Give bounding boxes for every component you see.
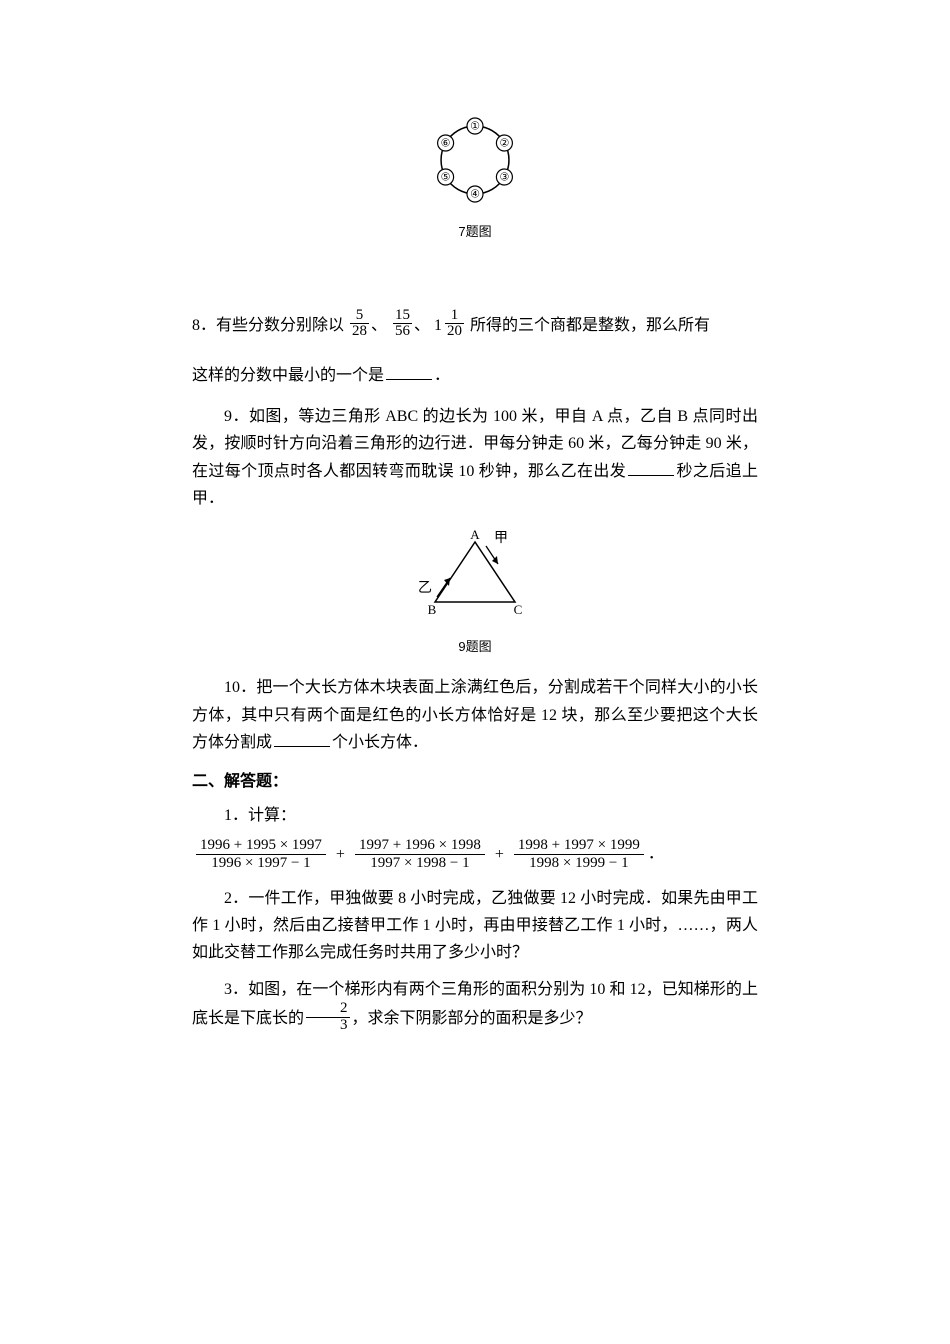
label-B: B	[428, 602, 437, 617]
frac-num: 1996 + 1995 × 1997	[196, 837, 326, 855]
svg-text:④: ④	[470, 189, 480, 201]
blank	[274, 731, 330, 746]
frac-num: 15	[393, 308, 412, 325]
svg-text:②: ②	[499, 138, 509, 150]
blank	[628, 460, 674, 475]
eq-term-2: 1997 + 1996 × 19981997 × 1998 − 1	[355, 837, 485, 873]
figure-7-caption: 7题图	[192, 222, 758, 242]
svg-text:⑤: ⑤	[441, 172, 451, 184]
plus-sign: +	[495, 843, 504, 867]
frac-den: 20	[445, 324, 464, 340]
eq-term-3: 1998 + 1997 × 19991998 × 1999 − 1	[514, 837, 644, 873]
p3-text-b: ，求余下阴影部分的面积是多少？	[352, 1010, 592, 1027]
frac-num: 1	[445, 308, 464, 325]
spacer	[192, 252, 758, 310]
frac-num: 5	[350, 308, 369, 325]
mixed-whole: 1	[434, 317, 442, 334]
frac-den: 1997 × 1998 − 1	[355, 855, 485, 872]
q10-text-b: 个小长方体．	[332, 734, 428, 751]
problem-1-equation: 1996 + 1995 × 19971996 × 1997 − 1 + 1997…	[192, 837, 758, 873]
frac-den: 1996 × 1997 − 1	[196, 855, 326, 872]
svg-text:⑥: ⑥	[441, 138, 451, 150]
frac-den: 56	[393, 324, 412, 340]
eq-tail: ．	[648, 846, 664, 863]
problem-1-label: 1．计算：	[192, 802, 758, 829]
q8-line2a: 这样的分数中最小的一个是	[192, 367, 384, 384]
label-A: A	[470, 530, 480, 542]
triangle-diagram: A 甲 乙 B C	[390, 530, 560, 625]
q8-mid: 所得的三个商都是整数，那么所有	[470, 316, 710, 333]
problem-2: 2．一件工作，甲独做要 8 小时完成，乙独做要 12 小时完成．如果先由甲工作 …	[192, 885, 758, 967]
frac-num: 1997 + 1996 × 1998	[355, 837, 485, 855]
question-8: 8．有些分数分别除以 528、 1556、 1120 所得的三个商都是整数，那么…	[192, 310, 758, 343]
frac-den: 1998 × 1999 − 1	[514, 855, 644, 872]
page-root: ① ② ③ ④ ⑤ ⑥ 7题图 8．有些分数分别除以 528、 1556、 11…	[0, 0, 950, 1344]
frac-den: 3	[306, 1018, 350, 1034]
q8-sep2: 、	[414, 316, 430, 333]
hexagon-ring-diagram: ① ② ③ ④ ⑤ ⑥	[415, 110, 535, 210]
q8-prefix: 8．有些分数分别除以	[192, 316, 344, 333]
question-9: 9．如图，等边三角形 ABC 的边长为 100 米，甲自 A 点，乙自 B 点同…	[192, 403, 758, 512]
q8-sep1: 、	[371, 316, 387, 333]
q8-frac-2: 1556	[393, 308, 412, 341]
svg-text:③: ③	[499, 172, 509, 184]
blank	[386, 365, 432, 380]
q8-frac-1: 528	[350, 308, 369, 341]
question-8-line2: 这样的分数中最小的一个是 ．	[192, 362, 758, 389]
eq-term-1: 1996 + 1995 × 19971996 × 1997 − 1	[196, 837, 326, 873]
label-jia: 甲	[494, 531, 508, 546]
p3-frac: 23	[306, 1001, 350, 1034]
figure-9: A 甲 乙 B C 9题图	[192, 530, 758, 657]
figure-7: ① ② ③ ④ ⑤ ⑥ 7题图	[192, 110, 758, 242]
label-yi: 乙	[418, 580, 432, 596]
q8-frac-3: 1120	[434, 310, 466, 343]
section-2-title: 二、解答题：	[192, 770, 758, 794]
frac-num: 2	[306, 1001, 350, 1018]
label-C: C	[514, 602, 523, 617]
problem-3: 3．如图，在一个梯形内有两个三角形的面积分别为 10 和 12，已知梯形的上底长…	[192, 976, 758, 1036]
frac-num: 1998 + 1997 × 1999	[514, 837, 644, 855]
figure-9-caption: 9题图	[192, 637, 758, 657]
frac-den: 28	[350, 324, 369, 340]
svg-text:①: ①	[470, 121, 480, 133]
question-10: 10．把一个大长方体木块表面上涂满红色后，分割成若干个同样大小的小长方体，其中只…	[192, 674, 758, 756]
plus-sign: +	[336, 843, 345, 867]
q8-line2b: ．	[434, 367, 450, 384]
